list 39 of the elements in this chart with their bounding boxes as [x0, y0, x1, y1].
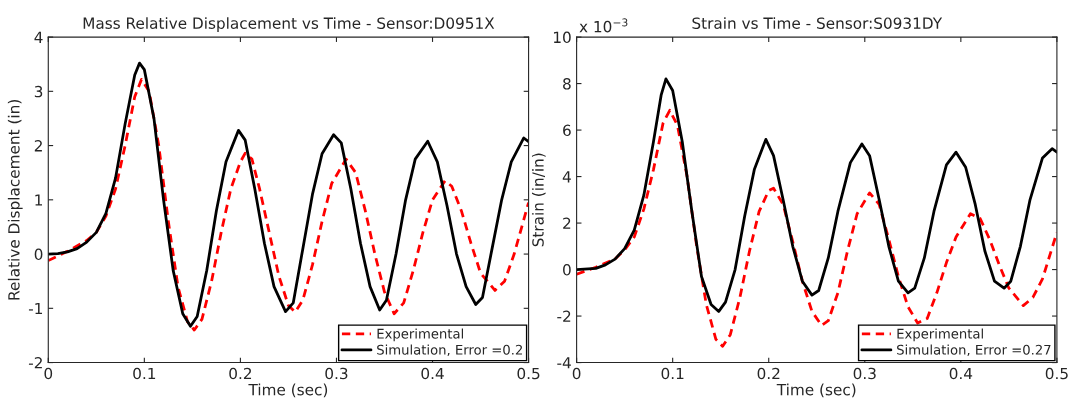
y-tick-label: 0 — [563, 264, 571, 276]
y-tick-label: -2 — [28, 357, 42, 369]
x-tick-label: 0.5 — [1045, 367, 1068, 380]
x-tick-label: 0.1 — [133, 367, 156, 380]
x-tick-label: 0.5 — [517, 367, 540, 380]
x-tick-label: 0.3 — [325, 367, 348, 380]
x-tick-label: 0 — [572, 367, 581, 380]
x-tick-label: 0 — [44, 367, 53, 380]
x-tick-label: 0.2 — [229, 367, 252, 380]
text: x 10$^{−3}$ — [579, 18, 628, 33]
y-tick-label: -2 — [557, 310, 571, 322]
y-tick-label: 2 — [563, 217, 571, 229]
y-tick-label: 8 — [563, 78, 571, 90]
x-tick-label: 0.4 — [949, 367, 973, 380]
legend-label: Experimental — [897, 328, 983, 342]
x-tick-label: 0.3 — [853, 367, 876, 380]
y-tick-label: 10 — [553, 31, 571, 44]
y-tick-label: 3 — [34, 85, 43, 98]
y-tick-label: 2 — [34, 140, 42, 152]
y-tick-label: 1 — [35, 194, 43, 206]
y-axis-title: Strain (in/in) — [531, 153, 546, 247]
legend-label: Simulation, Error =0.2 — [377, 344, 522, 357]
y-tick-label: 4 — [562, 171, 571, 183]
x-tick-label: 0.1 — [661, 367, 684, 380]
x-axis-title: Time (sec) — [248, 383, 328, 398]
legend-label: Experimental — [377, 328, 463, 342]
y-tick-label: 6 — [563, 124, 571, 137]
chart-title: Mass Relative Displacement vs Time - Sensor:D0951X — [83, 17, 495, 32]
x-tick-label: 0.4 — [421, 367, 444, 380]
line-series — [576, 77, 1057, 313]
x-tick-label: 0.2 — [757, 367, 780, 380]
x-axis-title: Time (sec) — [776, 383, 856, 398]
legend-label: Simulation, Error =0.27 — [897, 344, 1051, 357]
y-tick-label: 0 — [34, 248, 43, 261]
chart-title: Strain vs Time - Sensor:S0931DY — [692, 17, 943, 29]
y-axis-title: Relative Displacement (in) — [7, 100, 23, 300]
y-tick-label: -1 — [28, 302, 43, 315]
y-tick-label: 4 — [34, 31, 43, 43]
y-tick-label: -4 — [557, 357, 571, 369]
